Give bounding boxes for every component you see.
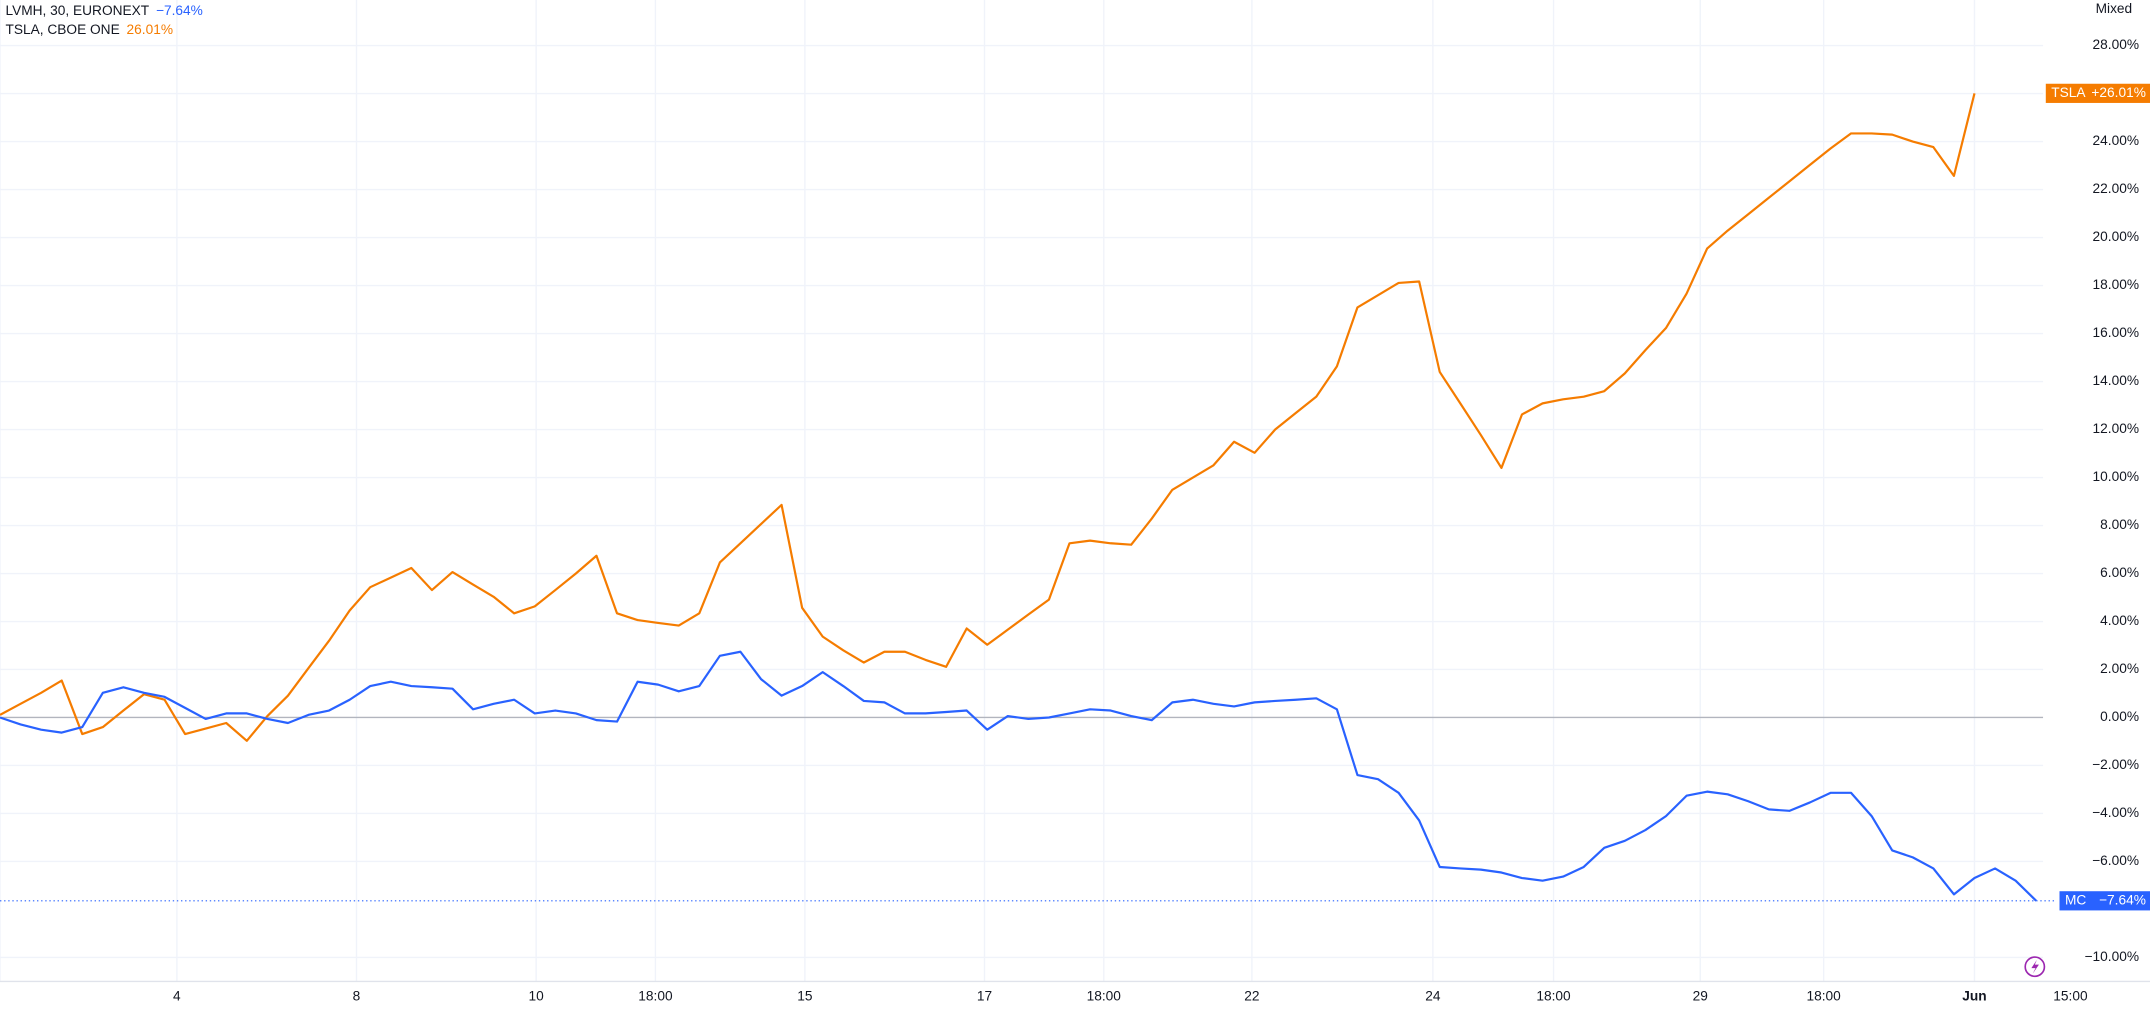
series-line [0,93,1976,742]
price-tag-name: TSLA [2051,85,2086,100]
y-tick-label: −2.00% [2092,757,2139,772]
y-tick-label: 6.00% [2100,565,2139,580]
y-tick-label: 18.00% [2093,277,2139,292]
axes: y481018:00151718:00222418:002918:00Jun15… [0,37,2150,1004]
x-tick-label: 15 [797,989,813,1004]
y-tick-label: 22.00% [2093,181,2139,196]
scale-mode[interactable]: Mixed [2096,1,2133,16]
price-tag [2059,891,2150,911]
legend-label: TSLA, CBOE ONE [5,22,119,37]
x-tick-label: 10 [529,989,545,1004]
y-tick-label: 8.00% [2100,517,2139,532]
icon-bolt [2031,959,2039,974]
y-tick-label: 4.00% [2100,613,2139,628]
y-tick-label: 12.00% [2093,421,2139,436]
y-tick-label: 24.00% [2093,133,2139,148]
x-tick-label: 24 [1425,989,1441,1004]
legend-entry[interactable]: LVMH, 30, EURONEXT −7.64% [5,3,202,18]
y-tick-label: 16.00% [2093,325,2139,340]
x-tick-label: 29 [1693,989,1708,1004]
legend-change: 26.01% [127,22,173,37]
legend-label: LVMH, 30, EURONEXT [5,3,149,18]
x-tick-label: 18:00 [1087,989,1122,1004]
x-tick-label: 18:00 [1807,989,1842,1004]
x-tick-label: 15:00 [2053,989,2088,1004]
series-line [0,650,2037,902]
y-tick-label: −6.00% [2092,853,2139,868]
legend-entry[interactable]: TSLA, CBOE ONE 26.01% [5,22,173,37]
icon-circle [2024,956,2046,978]
y-tick-label: −10.00% [2085,949,2139,964]
y-tick-label: 14.00% [2093,373,2139,388]
y-tick-label: 2.00% [2100,661,2139,676]
x-tick-label: 18:00 [638,989,673,1004]
x-tick-label: Jun [1962,989,1986,1004]
price-tag-value: −7.64% [2099,892,2146,907]
x-tick-label: 8 [353,989,361,1004]
y-tick-label: 0.00% [2100,709,2139,724]
lightning-icon[interactable] [2024,956,2046,978]
legend-change: −7.64% [156,3,203,18]
x-tick-label: 4 [173,989,181,1004]
price-tag-value: +26.01% [2091,85,2145,100]
price-tag-name: MC [2065,892,2086,907]
y-tick-label: −4.00% [2092,805,2139,820]
y-tick-label: 20.00% [2093,229,2139,244]
x-tick-label: 18:00 [1536,989,1571,1004]
plot [0,93,2057,902]
y-tick-label: 28.00% [2093,37,2139,52]
x-tick-label: 22 [1244,989,1259,1004]
x-tick-label: 17 [977,989,992,1004]
y-tick-label: 10.00% [2093,469,2139,484]
price-tag [2045,83,2150,103]
